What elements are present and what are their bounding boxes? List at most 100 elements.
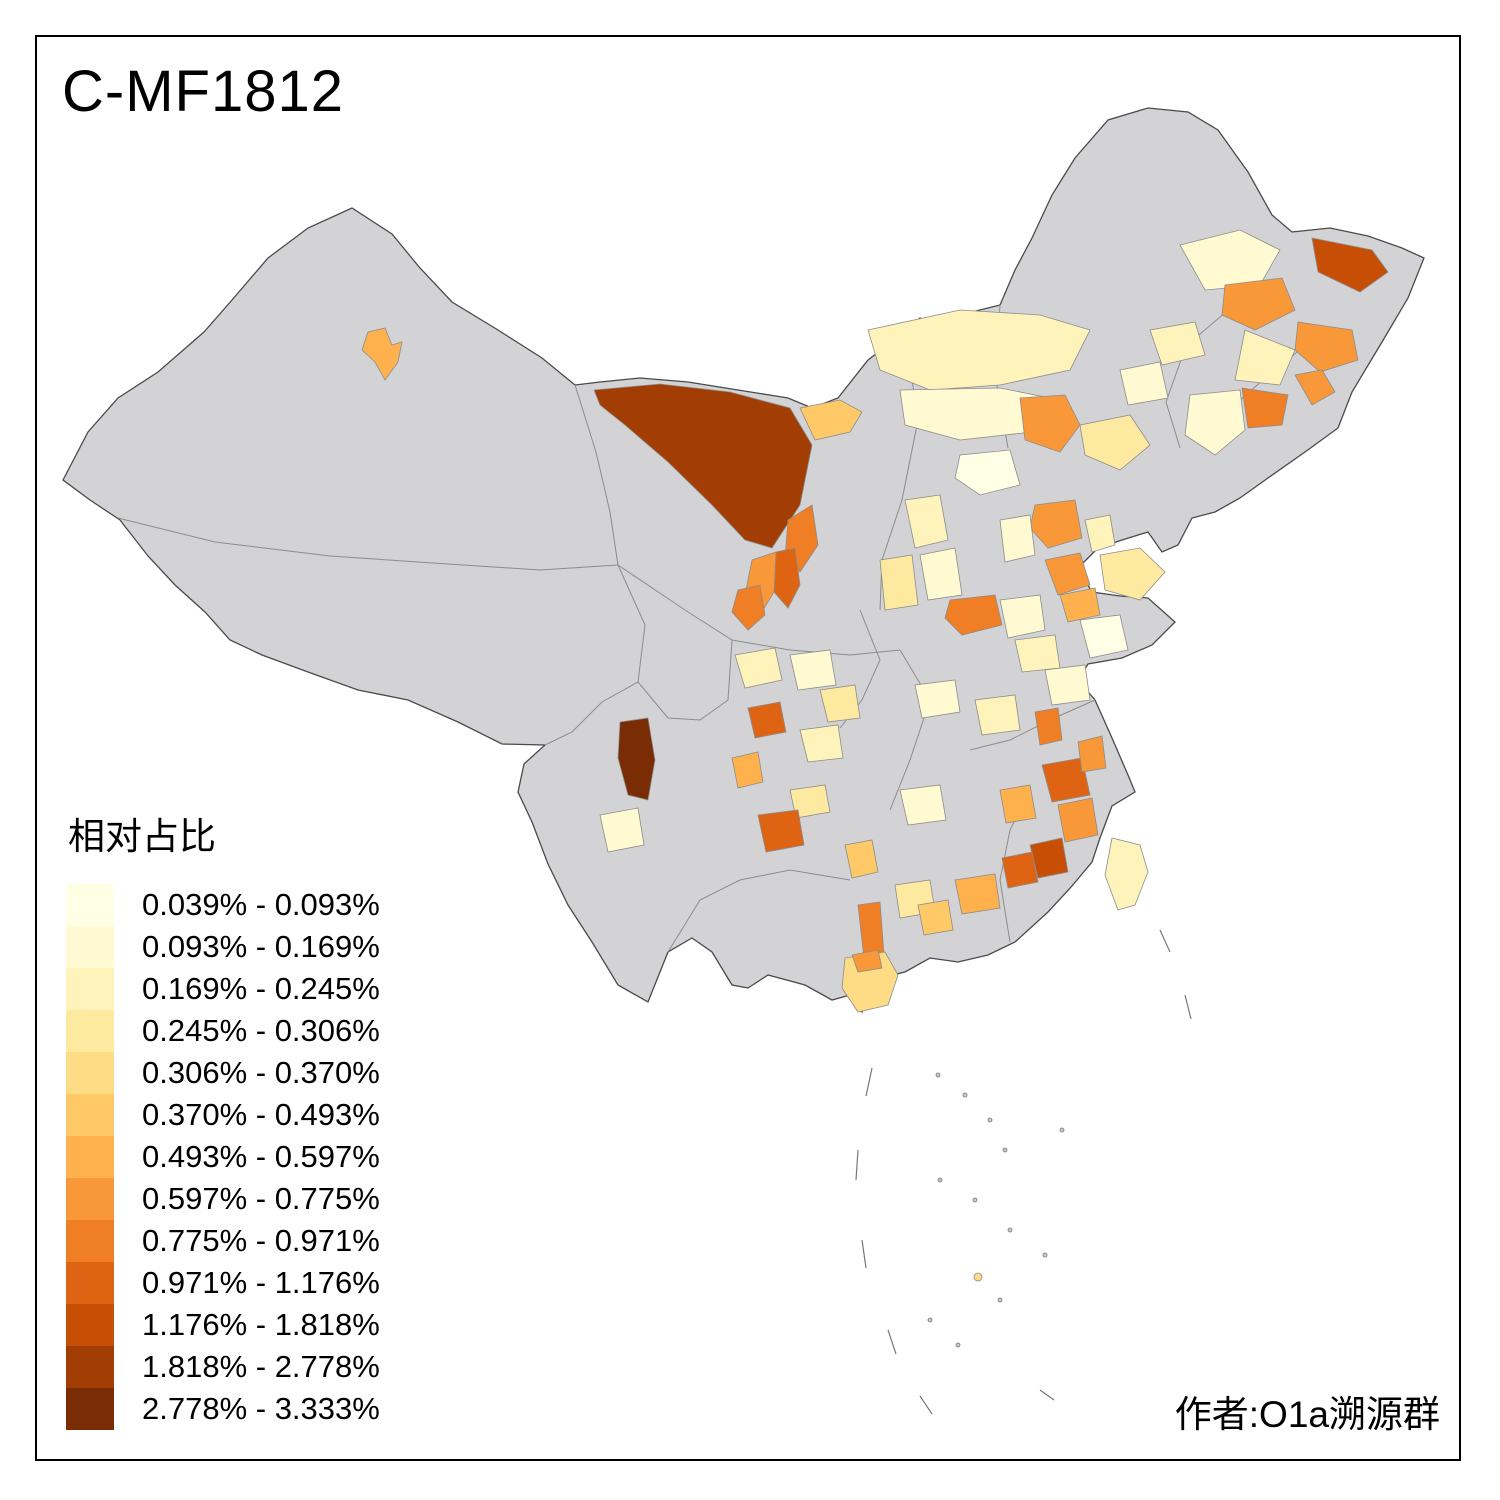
legend-item: 0.971% - 1.176% xyxy=(66,1262,380,1304)
legend-label: 0.169% - 0.245% xyxy=(142,971,380,1006)
map-region xyxy=(954,449,1021,496)
map-region xyxy=(799,399,863,441)
map-region xyxy=(919,547,963,601)
map-region xyxy=(1077,735,1107,773)
map-region xyxy=(1179,229,1281,291)
legend-item: 0.245% - 0.306% xyxy=(66,1010,380,1052)
map-region xyxy=(1099,547,1166,601)
map-region xyxy=(799,724,844,763)
legend-label: 0.245% - 0.306% xyxy=(142,1013,380,1048)
legend-label: 0.093% - 0.169% xyxy=(142,929,380,964)
map-region xyxy=(944,594,1003,636)
legend-label: 1.818% - 2.778% xyxy=(142,1349,380,1384)
legend-label: 0.306% - 0.370% xyxy=(142,1055,380,1090)
sea-islands xyxy=(855,929,1192,1415)
page-title: C-MF1812 xyxy=(62,59,344,124)
legend-item: 0.039% - 0.093% xyxy=(66,884,380,926)
map-region xyxy=(973,1272,983,1282)
map-region xyxy=(974,694,1021,736)
map-region xyxy=(999,514,1036,563)
map-region xyxy=(1184,389,1246,456)
legend-swatch xyxy=(66,968,114,1010)
legend-item: 2.778% - 3.333% xyxy=(66,1388,380,1430)
map-region xyxy=(361,327,403,381)
legend-swatch xyxy=(66,1220,114,1262)
legend-rows: 0.039% - 0.093% 0.093% - 0.169% 0.169% -… xyxy=(66,884,380,1430)
map-region xyxy=(1079,614,1129,659)
map-region xyxy=(1044,664,1091,706)
legend-swatch xyxy=(66,1094,114,1136)
map-region xyxy=(599,807,645,853)
map-region xyxy=(1079,414,1151,471)
legend: 相对占比 0.039% - 0.093% 0.093% - 0.169% 0.1… xyxy=(66,806,380,1430)
map-region xyxy=(999,784,1037,824)
legend-label: 0.370% - 0.493% xyxy=(142,1097,380,1132)
map-region xyxy=(593,383,813,549)
legend-swatch xyxy=(66,1388,114,1430)
map-region xyxy=(789,649,837,691)
map-region xyxy=(904,494,949,549)
legend-label: 0.597% - 0.775% xyxy=(142,1181,380,1216)
map-region xyxy=(757,809,805,853)
map-region xyxy=(899,784,947,826)
data-regions xyxy=(361,229,1389,1282)
map-region xyxy=(1149,321,1206,366)
map-region xyxy=(1234,329,1296,386)
map-region xyxy=(734,647,783,689)
legend-swatch xyxy=(66,1010,114,1052)
map-region xyxy=(1057,797,1099,843)
legend-swatch xyxy=(66,1346,114,1388)
map-region xyxy=(1311,237,1389,293)
map-region xyxy=(1034,707,1063,746)
map-region xyxy=(1001,851,1039,889)
map-region xyxy=(867,309,1091,391)
legend-item: 0.775% - 0.971% xyxy=(66,1220,380,1262)
legend-label: 0.971% - 1.176% xyxy=(142,1265,380,1300)
legend-swatch xyxy=(66,1262,114,1304)
legend-label: 2.778% - 3.333% xyxy=(142,1391,380,1426)
map-region xyxy=(747,701,787,739)
map-region xyxy=(1059,587,1101,623)
legend-title: 相对占比 xyxy=(68,816,216,857)
legend-item: 0.493% - 0.597% xyxy=(66,1136,380,1178)
legend-swatch xyxy=(66,1304,114,1346)
author-attribution: 作者:O1a溯源群 xyxy=(1174,1394,1440,1435)
legend-label: 0.775% - 0.971% xyxy=(142,1223,380,1258)
map-region xyxy=(844,839,879,879)
legend-swatch xyxy=(66,1136,114,1178)
legend-item: 0.597% - 0.775% xyxy=(66,1178,380,1220)
map-region xyxy=(1241,387,1289,429)
legend-swatch xyxy=(66,1052,114,1094)
map-region xyxy=(917,899,954,936)
map-region xyxy=(1014,634,1061,673)
map-region xyxy=(1041,757,1091,803)
map-region xyxy=(789,784,831,819)
legend-item: 0.093% - 0.169% xyxy=(66,926,380,968)
legend-swatch xyxy=(66,1178,114,1220)
map-region xyxy=(1044,552,1091,596)
map-region xyxy=(617,717,656,801)
map-region xyxy=(999,594,1046,639)
map-region xyxy=(914,679,961,719)
map-region xyxy=(1294,369,1336,406)
map-region xyxy=(731,751,764,789)
legend-label: 0.039% - 0.093% xyxy=(142,887,380,922)
map-region xyxy=(1084,514,1116,553)
map-region xyxy=(879,554,919,611)
map-region xyxy=(954,873,1001,915)
map-region xyxy=(1221,277,1296,331)
map-region xyxy=(1294,321,1359,373)
map-region xyxy=(731,584,766,631)
map-region xyxy=(1019,394,1081,453)
map-region xyxy=(1104,837,1149,911)
legend-swatch xyxy=(66,926,114,968)
legend-item: 0.169% - 0.245% xyxy=(66,968,380,1010)
legend-label: 0.493% - 0.597% xyxy=(142,1139,380,1174)
legend-item: 1.176% - 1.818% xyxy=(66,1304,380,1346)
legend-swatch xyxy=(66,884,114,926)
legend-label: 1.176% - 1.818% xyxy=(142,1307,380,1342)
legend-item: 0.306% - 0.370% xyxy=(66,1052,380,1094)
legend-item: 0.370% - 0.493% xyxy=(66,1094,380,1136)
